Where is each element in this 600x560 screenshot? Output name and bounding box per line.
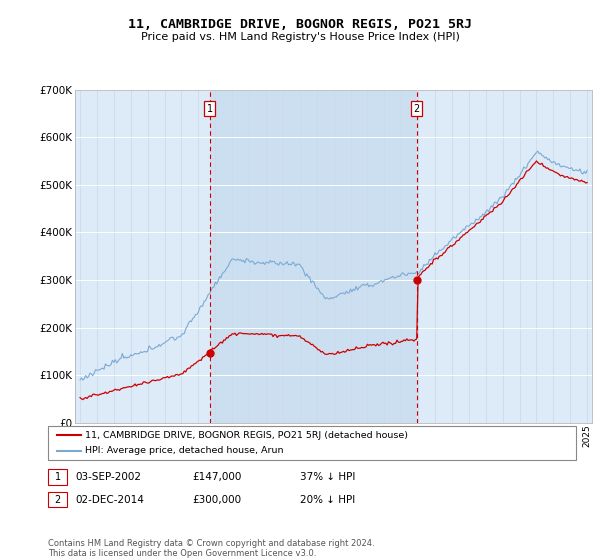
Text: Price paid vs. HM Land Registry's House Price Index (HPI): Price paid vs. HM Land Registry's House … — [140, 32, 460, 43]
Text: 20% ↓ HPI: 20% ↓ HPI — [300, 494, 355, 505]
Text: 2: 2 — [413, 104, 420, 114]
Text: 37% ↓ HPI: 37% ↓ HPI — [300, 472, 355, 482]
Text: £147,000: £147,000 — [192, 472, 241, 482]
Text: 11, CAMBRIDGE DRIVE, BOGNOR REGIS, PO21 5RJ (detached house): 11, CAMBRIDGE DRIVE, BOGNOR REGIS, PO21 … — [85, 431, 408, 440]
Text: £300,000: £300,000 — [192, 494, 241, 505]
Text: 02-DEC-2014: 02-DEC-2014 — [76, 494, 145, 505]
Text: 1: 1 — [206, 104, 213, 114]
Text: 11, CAMBRIDGE DRIVE, BOGNOR REGIS, PO21 5RJ: 11, CAMBRIDGE DRIVE, BOGNOR REGIS, PO21 … — [128, 18, 472, 31]
Text: 2: 2 — [55, 494, 61, 505]
Text: Contains HM Land Registry data © Crown copyright and database right 2024.
This d: Contains HM Land Registry data © Crown c… — [48, 539, 374, 558]
Text: 03-SEP-2002: 03-SEP-2002 — [76, 472, 142, 482]
Text: HPI: Average price, detached house, Arun: HPI: Average price, detached house, Arun — [85, 446, 284, 455]
Bar — [210, 90, 417, 423]
Text: 1: 1 — [55, 472, 61, 482]
